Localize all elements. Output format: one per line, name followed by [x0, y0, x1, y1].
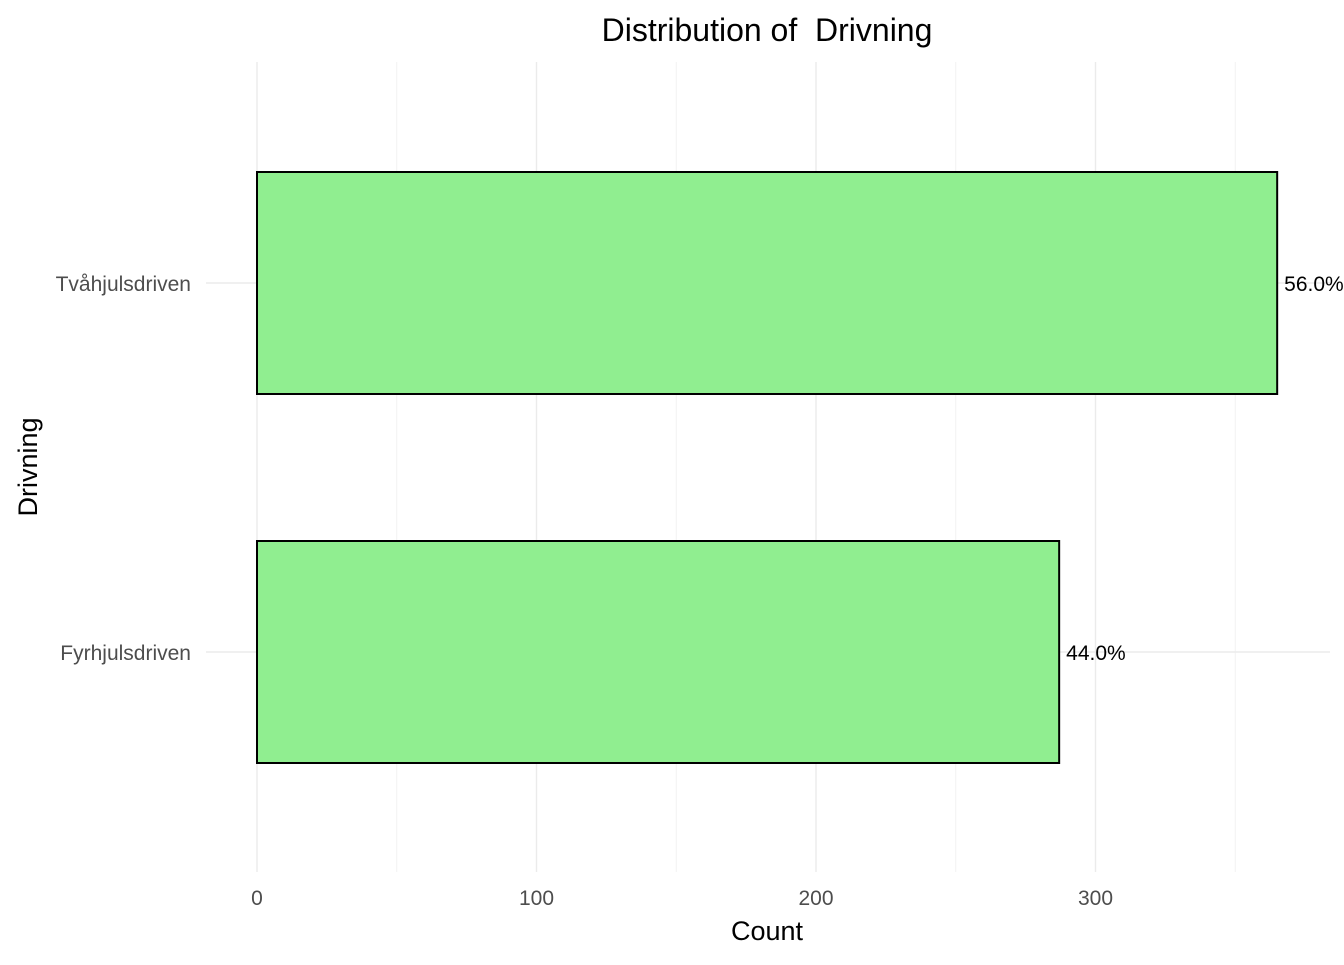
- x-tick-label: 200: [798, 887, 833, 910]
- bar-value-label: 56.0%: [1284, 273, 1344, 296]
- x-axis-title: Count: [731, 916, 804, 946]
- y-tick-label: Tvåhjulsdriven: [56, 273, 191, 296]
- y-axis-ticks: Tvåhjulsdriven Fyrhjulsdriven: [56, 273, 191, 665]
- bar-tvåhjulsdriven: [256, 171, 1279, 395]
- x-tick-label: 100: [519, 887, 554, 910]
- bar-fyrhjulsdriven: [256, 540, 1061, 764]
- y-axis-title: Drivning: [13, 417, 43, 516]
- chart-title: Distribution of Drivning: [602, 12, 933, 48]
- x-tick-label: 300: [1078, 887, 1113, 910]
- x-tick-label: 0: [251, 887, 263, 910]
- bars: [256, 171, 1279, 764]
- y-tick-label: Fyrhjulsdriven: [60, 642, 191, 665]
- x-axis-ticks: 0 100 200 300: [251, 887, 1113, 910]
- data-labels: 56.0% 44.0%: [1066, 273, 1344, 665]
- bar-value-label: 44.0%: [1066, 642, 1126, 665]
